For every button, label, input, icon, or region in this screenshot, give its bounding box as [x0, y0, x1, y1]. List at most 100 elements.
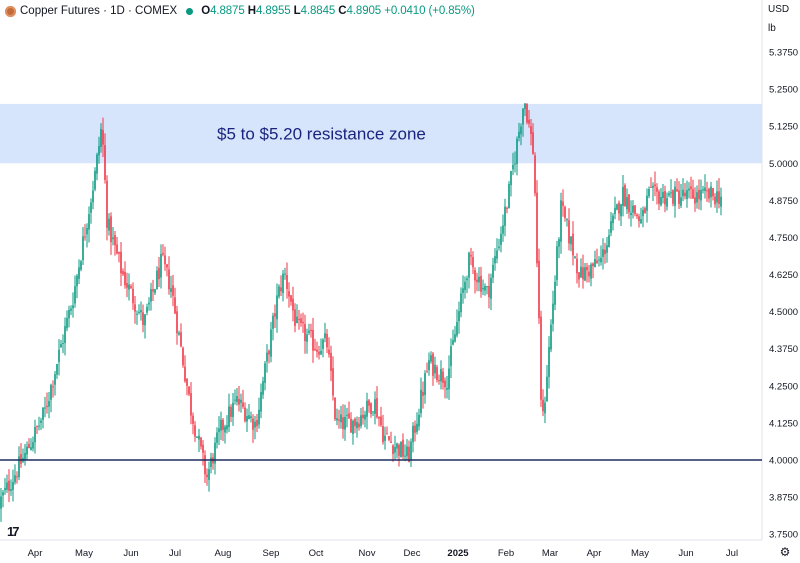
time-tick-label: May: [631, 548, 649, 559]
candle-body: [134, 304, 136, 312]
candle-body: [518, 131, 520, 139]
candle-body: [346, 414, 348, 416]
candle-body: [452, 340, 454, 345]
candle-body: [226, 425, 228, 430]
candle-body: [340, 414, 342, 423]
candle-body: [488, 285, 490, 298]
candle-body: [246, 416, 248, 422]
unit-selector[interactable]: lb: [768, 23, 776, 34]
candle-body: [570, 236, 572, 245]
candle-body: [674, 186, 676, 206]
high-value: 4.8955: [255, 5, 291, 17]
candle-body: [280, 287, 282, 292]
candle-body: [496, 250, 498, 259]
candle-body: [644, 208, 646, 214]
candle-body: [62, 342, 64, 344]
candle-body: [116, 244, 118, 254]
candle-body: [70, 308, 72, 311]
candle-body: [210, 457, 212, 467]
candle-body: [244, 407, 246, 422]
candle-body: [700, 190, 702, 201]
candle-body: [148, 302, 150, 305]
candle-body: [284, 273, 286, 275]
candle-body: [154, 289, 156, 293]
candle-body: [170, 288, 172, 293]
candle-body: [146, 306, 148, 313]
settings-gear-icon[interactable]: ⚙: [779, 545, 791, 559]
candle-body: [456, 321, 458, 336]
candle-body: [358, 423, 360, 428]
candle-body: [174, 297, 176, 314]
candle-body: [0, 496, 2, 509]
price-tick-label: 5.2500: [769, 85, 798, 96]
tradingview-logo[interactable]: 17: [7, 524, 20, 539]
candle-body: [234, 399, 236, 401]
candle-body: [114, 235, 116, 246]
candle-body: [342, 417, 344, 430]
candle-body: [326, 333, 328, 348]
currency-selector[interactable]: USD: [768, 4, 790, 15]
candle-body: [528, 119, 530, 124]
price-tick-label: 4.8750: [769, 196, 798, 207]
candle-body: [216, 432, 218, 443]
candle-body: [506, 207, 508, 209]
candle-body: [118, 251, 120, 254]
candle-body: [282, 273, 284, 293]
candle-body: [548, 346, 550, 377]
candle-body: [86, 228, 88, 235]
candle-body: [388, 436, 390, 440]
candle-body: [434, 364, 436, 374]
candle-body: [296, 316, 298, 324]
candle-body: [514, 163, 516, 165]
candle-body: [268, 350, 270, 355]
candle-body: [580, 266, 582, 278]
candle-body: [454, 334, 456, 342]
candle-body: [584, 267, 586, 281]
candle-body: [624, 185, 626, 207]
candle-body: [10, 489, 12, 491]
candle-body: [144, 314, 146, 326]
candle-body: [142, 312, 144, 325]
candle-body: [310, 329, 312, 332]
candle-body: [498, 246, 500, 248]
candle-body: [312, 329, 314, 351]
candle-body: [630, 212, 632, 216]
candle-body: [706, 190, 708, 192]
time-tick-label: Sep: [263, 548, 280, 559]
candle-body: [714, 196, 716, 205]
candle-body: [596, 260, 598, 264]
candle-body: [474, 270, 476, 281]
candle-body: [392, 445, 394, 455]
candle-body: [130, 286, 132, 288]
candle-body: [438, 379, 440, 381]
candle-body: [122, 271, 124, 275]
candle-body: [660, 196, 662, 206]
candle-body: [374, 399, 376, 414]
time-tick-label: Aug: [215, 548, 232, 559]
candle-body: [362, 414, 364, 419]
candle-body: [716, 191, 718, 203]
candle-body: [78, 267, 80, 279]
candle-body: [532, 132, 534, 154]
candle-body: [618, 202, 620, 214]
candle-body: [512, 164, 514, 170]
candle-body: [104, 145, 106, 181]
candle-body: [406, 446, 408, 457]
candle-body: [172, 285, 174, 296]
time-tick-label: Feb: [498, 548, 514, 559]
candle-body: [670, 192, 672, 194]
candle-body: [486, 286, 488, 288]
candle-body: [262, 381, 264, 395]
resistance-zone[interactable]: [0, 103, 762, 164]
candle-body: [546, 376, 548, 402]
candle-body: [502, 225, 504, 234]
candle-body: [276, 295, 278, 320]
candle-body: [642, 209, 644, 217]
candle-body: [686, 190, 688, 199]
market-status-icon: [186, 7, 194, 15]
candle-body: [28, 443, 30, 449]
symbol-title[interactable]: Copper Futures · 1D · COMEX: [20, 5, 178, 17]
price-tick-label: 4.0000: [769, 456, 798, 467]
candle-body: [20, 454, 22, 464]
